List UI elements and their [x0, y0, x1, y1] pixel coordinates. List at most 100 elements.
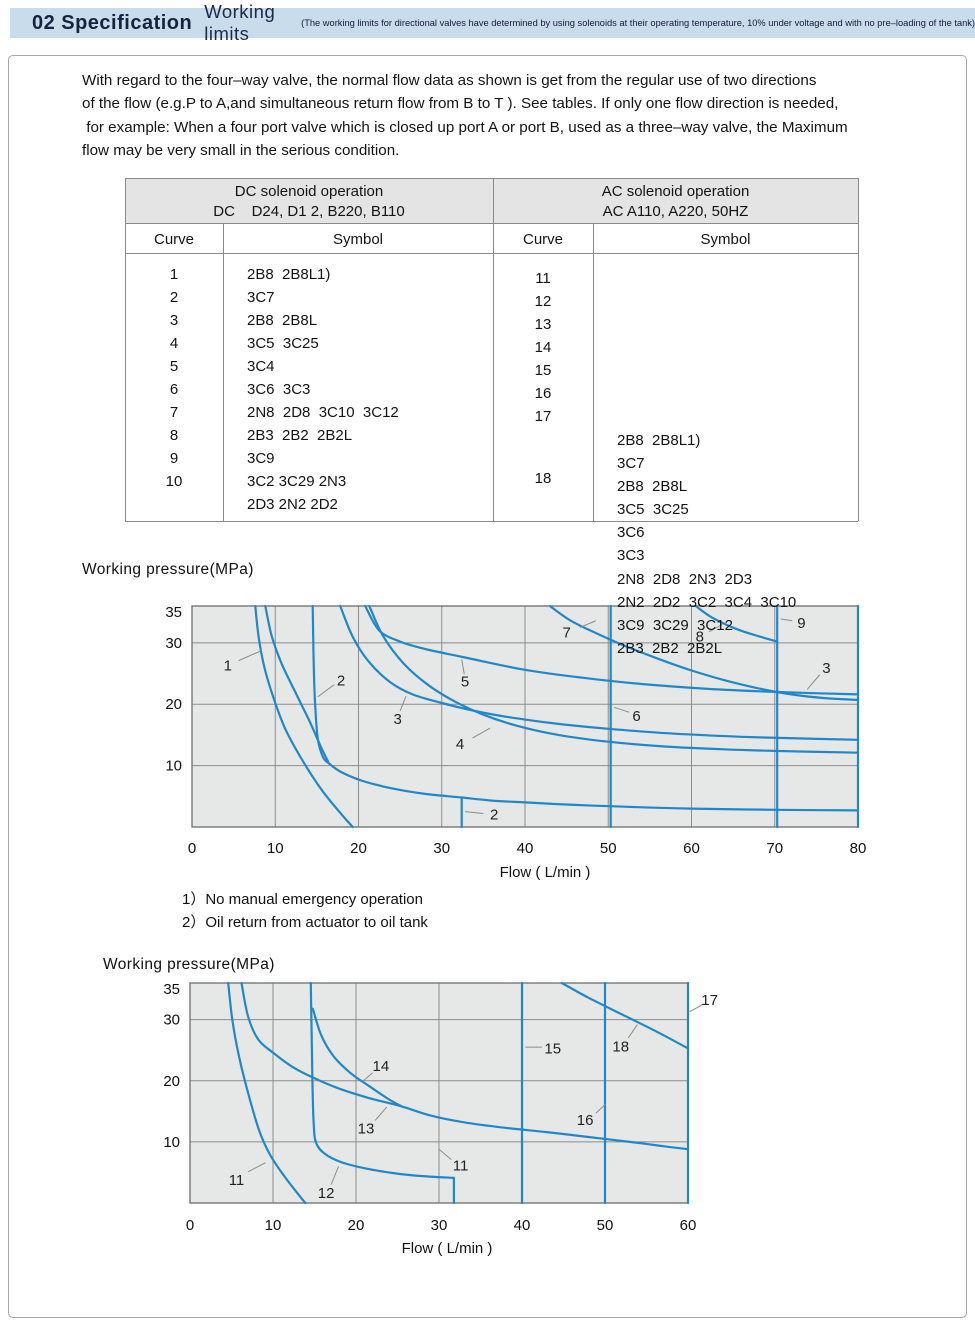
- chart2-curve-label-17-7: 17: [701, 992, 718, 1009]
- dc-col-curve: Curve: [153, 231, 194, 248]
- chart1-ytick-10: 10: [165, 758, 182, 775]
- chart1-curve-7: [548, 604, 860, 701]
- dc-col-symbol: Symbol: [332, 231, 384, 248]
- chart1-curve-2: [311, 604, 860, 812]
- chart2-curve-label-16-6: 16: [577, 1112, 594, 1129]
- dc-curve-5: 5: [169, 358, 179, 375]
- footnote-2: 2）Oil return from actuator to oil tank: [182, 914, 428, 931]
- chart1-ytick-20: 20: [165, 696, 182, 713]
- chart2-curve-label-12-1: 12: [318, 1185, 335, 1202]
- ac-curve-11: 11: [535, 270, 551, 287]
- chart2-leader-8: [627, 1024, 638, 1039]
- section-note: (The working limits for directional valv…: [301, 18, 975, 28]
- chart1-xtick-40: 40: [517, 840, 534, 857]
- dc-curve-3: 3: [169, 312, 179, 329]
- chart1-curve-8: [694, 604, 779, 643]
- chart2-ytick-35: 35: [163, 981, 180, 998]
- chart1-xtick-30: 30: [433, 840, 450, 857]
- section-subtitle: Working limits: [204, 1, 276, 44]
- table-vline-3: [593, 223, 594, 521]
- ac-curve-15: 15: [534, 362, 552, 379]
- dc-symbol-row-9: 3C9: [247, 450, 275, 467]
- chart1-curve-label-9-8: 9: [797, 615, 805, 632]
- dc-curve-9: 9: [169, 450, 179, 467]
- chart2-curve-18: [560, 981, 690, 1050]
- chart2-y-axis-title: Working pressure(MPa): [103, 956, 275, 973]
- table-vline-2: [493, 178, 494, 521]
- chart2-xtick-40: 40: [514, 1217, 531, 1234]
- table-vline-0: [125, 178, 126, 521]
- chart2-curve-label-13-2: 13: [358, 1120, 375, 1137]
- chart2-svg: 11 12 13 14 11 15 16 17 18 0 10 20 30 40 50 60 35 30 20 10: [163, 981, 718, 1234]
- chart2-xtick-60: 60: [680, 1217, 697, 1234]
- section-number: 02: [32, 11, 56, 34]
- chart1-curve-label-2-1: 2: [337, 672, 345, 689]
- chart2-ytick-10: 10: [163, 1134, 180, 1151]
- chart1-xtick-60: 60: [683, 840, 700, 857]
- ac-header-line2: AC A110, A220, 50HZ: [602, 203, 749, 220]
- chart1-leader-6: [579, 620, 596, 628]
- chart1-curve-1: [254, 604, 354, 829]
- chart2-leader-4: [438, 1148, 452, 1160]
- dc-symbol-row-5: 3C4: [247, 358, 275, 375]
- chart2-leader-3: [362, 1072, 373, 1082]
- chart2-xtick-30: 30: [431, 1217, 448, 1234]
- dc-symbol-row-7: 2N8 2D8 3C10 3C12: [247, 404, 399, 421]
- chart1-leader-4: [461, 659, 465, 675]
- table-hline-3: [125, 521, 858, 522]
- dc-symbol-row-6: 3C6 3C3: [247, 381, 311, 398]
- chart1-curve-5: [364, 604, 860, 696]
- dc-symbol-row-8: 2B3 2B2 2B2L: [247, 427, 353, 444]
- dc-symbol-row-4: 3C5 3C25: [247, 335, 319, 352]
- chart1-curve-1b: [264, 604, 330, 764]
- chart2-curve-label-15-5: 15: [544, 1040, 561, 1057]
- table-hline-1: [125, 223, 858, 224]
- chart1-curve-label-3-10: 3: [822, 660, 830, 677]
- dc-symbol-row-2: 3C7: [247, 289, 275, 306]
- dc-curve-8: 8: [169, 427, 179, 444]
- chart1-leader-5: [613, 706, 630, 713]
- ac-curve-16: 16: [534, 385, 552, 402]
- chart1-curve-label-1-0: 1: [224, 658, 232, 675]
- chart1-leader-2: [399, 696, 407, 712]
- chart2-leader-0: [247, 1162, 266, 1173]
- dc-curve-10: 10: [165, 473, 183, 490]
- chart1-xtick-0: 0: [188, 840, 196, 857]
- chart2-curve-14: [311, 1007, 403, 1108]
- chart1-leader-8: [780, 618, 793, 622]
- chart2-leader-1: [330, 1166, 340, 1185]
- chart1-curve-3: [339, 604, 860, 741]
- table-vline-1: [223, 223, 224, 521]
- chart2-xtick-50: 50: [597, 1217, 614, 1234]
- dc-symbol-row-10: 2D3 2N2 2D2: [247, 496, 338, 513]
- chart2-xtick-20: 20: [348, 1217, 365, 1234]
- chart2-leader-2: [374, 1106, 388, 1121]
- chart1-leader-0: [238, 650, 262, 662]
- dc-curve-1: 1: [169, 266, 179, 283]
- chart2-curve-11: [227, 981, 307, 1205]
- dc-curve-2: 2: [169, 289, 179, 306]
- chart2-xtick-0: 0: [186, 1217, 194, 1234]
- chart2-curve-label-14-3: 14: [373, 1058, 390, 1075]
- chart1-curve-label-4-3: 4: [456, 736, 464, 753]
- table-hline-0: [125, 178, 858, 179]
- dc-curve-4: 4: [169, 335, 179, 352]
- dc-header-line1: DC solenoid operation: [234, 183, 384, 200]
- chart2-curve-label-11-4: 11: [453, 1158, 469, 1175]
- chart2-leader-6: [595, 1103, 607, 1114]
- table-header-fill: [125, 178, 858, 223]
- chart1-curve-label-7-6: 7: [562, 624, 570, 641]
- chart2-curve-label-11-0: 11: [229, 1172, 245, 1189]
- chart2-leader-7: [689, 1003, 704, 1013]
- intro-paragraph: With regard to the four–way valve, the n…: [82, 72, 848, 160]
- chart1-curve-label-3-2: 3: [393, 711, 401, 728]
- dc-symbol-row-3: 2B8 2B8L: [247, 312, 318, 329]
- chart2-x-axis-title: Flow ( L/min ): [401, 1240, 493, 1257]
- chart1-xtick-20: 20: [350, 840, 367, 857]
- chart1-leader-1: [317, 684, 335, 698]
- chart1-curve-label-2-9: 2: [490, 807, 498, 824]
- table-hline-2: [125, 253, 858, 254]
- ac-curve-12: 12: [534, 293, 552, 310]
- chart1-curve-4: [368, 604, 860, 754]
